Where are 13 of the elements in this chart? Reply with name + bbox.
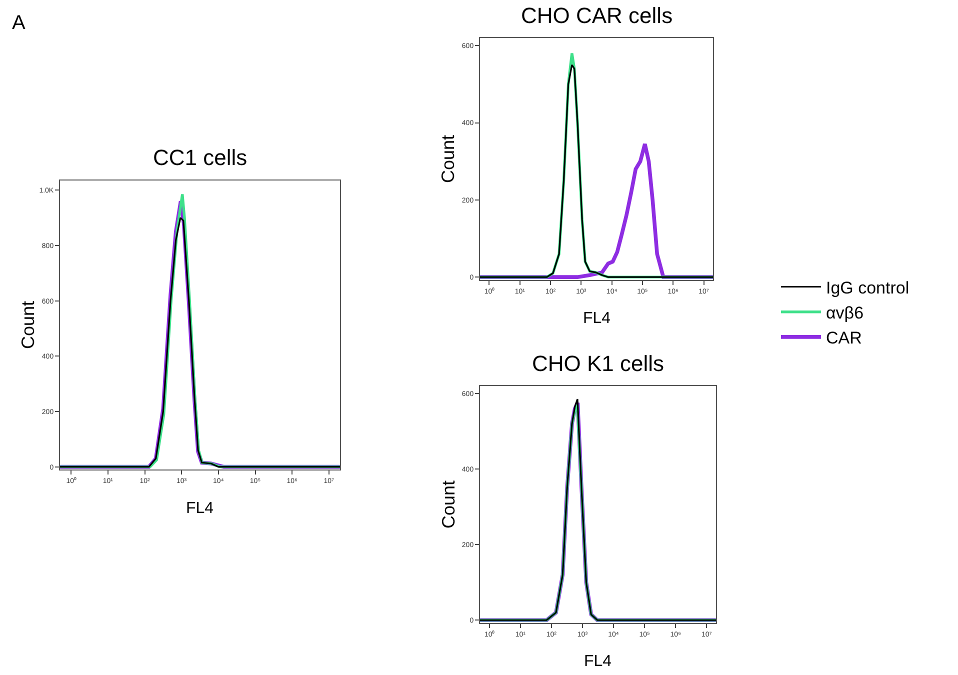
chart-title: CHO K1 cells xyxy=(532,351,664,376)
legend-label: αvβ6 xyxy=(826,303,864,322)
y-axis-title: Count xyxy=(438,480,458,528)
y-axis-title: Count xyxy=(18,300,38,350)
chart-title: CC1 cells xyxy=(153,145,248,170)
legend-label: IgG control xyxy=(826,278,910,298)
x-axis-title: FL4 xyxy=(186,500,214,517)
legend-label: CAR xyxy=(826,328,862,348)
text: A xyxy=(12,12,26,34)
y-axis-title: Count xyxy=(438,134,458,184)
chart-title: CHO CAR cells xyxy=(521,3,673,28)
x-axis-title: FL4 xyxy=(583,310,611,327)
x-axis-title: FL4 xyxy=(584,653,612,670)
